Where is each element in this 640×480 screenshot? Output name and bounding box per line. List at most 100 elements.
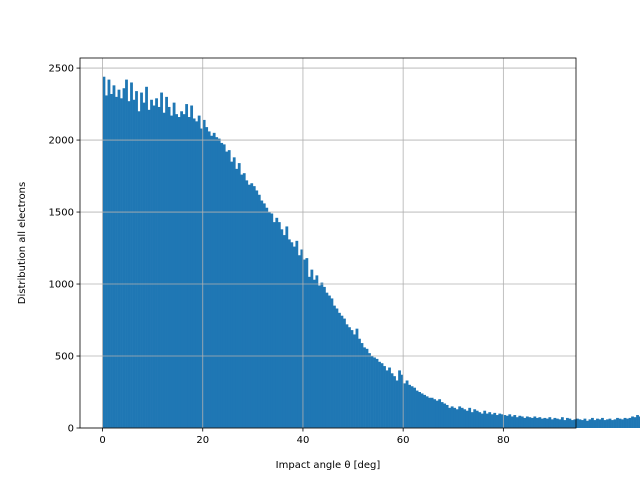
histogram-bar (545, 418, 549, 428)
histogram-bar (598, 419, 602, 428)
histogram-bar (207, 131, 211, 429)
histogram-bar (272, 222, 276, 428)
y-tick-label: 1000 (49, 280, 74, 291)
histogram-bar (157, 106, 161, 428)
histogram-bar (593, 420, 597, 428)
histogram-bar (353, 334, 356, 428)
histogram-bar (563, 420, 567, 428)
histogram-bar (162, 112, 166, 429)
histogram-bar (242, 173, 246, 428)
histogram-bar (270, 213, 274, 428)
histogram-bar (290, 242, 294, 428)
histogram-bar (358, 338, 361, 428)
histogram-bar (197, 115, 201, 428)
histogram-bar (355, 328, 359, 428)
histogram-bar (543, 417, 547, 428)
histogram-bar (613, 419, 617, 428)
histogram-bar (508, 414, 512, 428)
histogram-bar (182, 114, 186, 429)
histogram-bar (280, 229, 284, 428)
histogram-bar (475, 410, 479, 428)
y-axis-ticks: 0 500 1000 1500 2000 2500 (49, 64, 80, 435)
histogram-bar (180, 111, 184, 429)
histogram-bar (573, 419, 577, 428)
histogram-bar (152, 105, 156, 428)
histogram-bar (428, 397, 432, 428)
histogram-bar (400, 374, 404, 428)
histogram-bar (370, 356, 374, 428)
histogram-bar (513, 415, 517, 428)
histogram-bar (445, 404, 449, 428)
histogram-bar (130, 82, 133, 428)
histogram-bar (628, 417, 632, 428)
histogram-bar (420, 393, 424, 428)
histogram-bar (408, 384, 411, 428)
histogram-bar (553, 417, 557, 428)
histogram-bar (493, 412, 497, 428)
histogram-bar (528, 417, 532, 428)
histogram-bar (608, 418, 612, 428)
histogram-bar (430, 397, 434, 428)
histogram-bar (328, 295, 331, 428)
histogram-bar (375, 358, 379, 428)
histogram-bar (418, 392, 421, 428)
histogram-bar (255, 190, 259, 428)
histogram-bar (388, 367, 391, 428)
histogram-bar (460, 407, 464, 428)
histogram-bar (398, 370, 401, 428)
histogram-bar (550, 419, 554, 428)
histogram-bar (601, 417, 604, 428)
histogram-bar (200, 128, 204, 429)
histogram-bar (395, 380, 399, 428)
histogram-bar (505, 415, 509, 428)
histogram-bar (265, 207, 269, 428)
histogram-bar (205, 127, 209, 429)
histogram-bar (315, 275, 319, 428)
histogram-bar (570, 420, 574, 428)
histogram-bar (523, 417, 527, 428)
histogram-bar (297, 255, 301, 428)
histogram-bar (473, 409, 477, 428)
histogram-bar (565, 417, 569, 428)
histogram-bar (485, 413, 489, 428)
histogram-bar (525, 416, 529, 428)
histogram-bar (413, 387, 416, 428)
histogram-bar (250, 183, 254, 428)
histogram-bar (310, 269, 314, 428)
histogram-bar (603, 420, 607, 428)
histogram-bar (167, 106, 171, 428)
histogram-bar (633, 417, 637, 428)
histogram-bar (596, 418, 599, 428)
histogram-bar (192, 118, 196, 428)
histogram-bar (520, 416, 524, 428)
x-tick-label: 60 (397, 435, 410, 446)
histogram-bar (578, 419, 582, 428)
histogram-bar (282, 235, 286, 428)
histogram-bar (583, 418, 587, 428)
x-tick-label: 80 (497, 435, 510, 446)
histogram-bar (490, 414, 494, 428)
histogram-bar (175, 114, 178, 429)
histogram-bar (618, 418, 622, 428)
histogram-bar (433, 399, 437, 428)
histogram-bar (325, 292, 329, 428)
histogram-bar (518, 415, 522, 428)
histogram-bar (383, 366, 386, 428)
histogram-bar (480, 413, 484, 428)
histogram-bar (548, 417, 552, 428)
histogram-bar (463, 409, 467, 428)
histogram-bar (257, 194, 261, 428)
histogram-bar (335, 308, 339, 428)
histogram-bar (107, 79, 111, 428)
histogram-bar (260, 200, 264, 428)
histogram-bar (307, 276, 311, 428)
histogram-bar (155, 98, 158, 428)
histogram-bar (616, 417, 619, 428)
histogram-bar (330, 298, 334, 428)
histogram-bar (638, 416, 640, 428)
histogram-bar (448, 407, 452, 428)
histogram-bar (185, 104, 189, 428)
histogram-bar (187, 117, 191, 428)
histogram-bar (410, 386, 414, 428)
histogram-bar (317, 285, 321, 428)
